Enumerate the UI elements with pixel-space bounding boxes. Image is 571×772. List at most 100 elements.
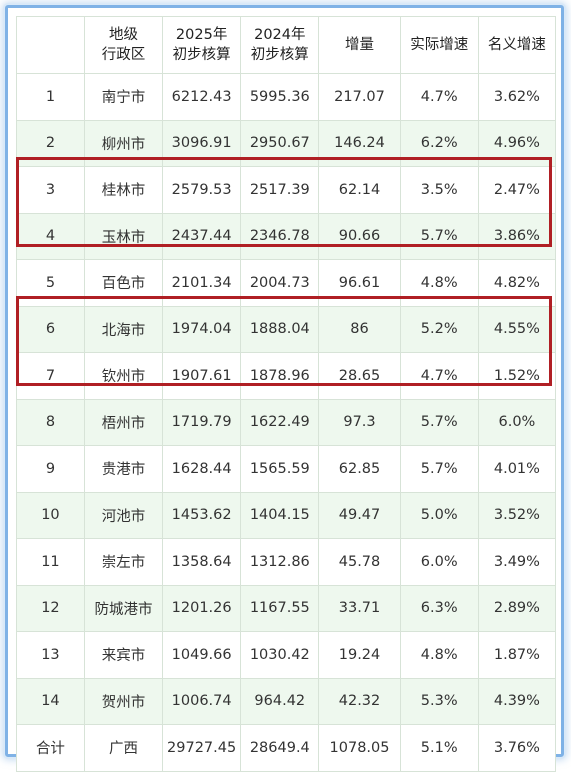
table-row: 3 桂林市 2579.53 2517.39 62.14 3.5% 2.47% — [16, 166, 557, 214]
gdp-2025-cell: 2101.34 — [162, 259, 242, 307]
rank-cell: 10 — [16, 491, 85, 539]
nominal-growth-cell: 4.96% — [477, 119, 557, 167]
gdp-2025-cell: 2437.44 — [162, 212, 242, 260]
gdp-2024-cell: 2517.39 — [240, 166, 320, 214]
gdp-2024-cell: 1878.96 — [240, 352, 320, 400]
real-growth-cell: 5.7% — [399, 445, 479, 493]
table-row: 6 北海市 1974.04 1888.04 86 5.2% 4.55% — [16, 305, 557, 353]
city-cell: 玉林市 — [83, 212, 164, 260]
gdp-2024-cell: 2346.78 — [240, 212, 320, 260]
nominal-growth-cell: 3.49% — [477, 538, 557, 586]
gdp-2025-cell: 1907.61 — [162, 352, 242, 400]
real-growth-cell: 5.7% — [399, 212, 479, 260]
gdp-2024-cell: 1622.49 — [240, 398, 320, 446]
table-row: 11 崇左市 1358.64 1312.86 45.78 6.0% 3.49% — [16, 538, 557, 586]
gdp-2024-cell: 1404.15 — [240, 491, 320, 539]
table-row: 13 来宾市 1049.66 1030.42 19.24 4.8% 1.87% — [16, 631, 557, 679]
city-cell: 贵港市 — [83, 445, 164, 493]
nominal-growth-cell: 3.62% — [477, 73, 557, 121]
nominal-growth-cell: 1.52% — [477, 352, 557, 400]
header-row: 地级 行政区 2025年 初步核算 2024年 初步核算 增量 实际增速 名义增速 — [16, 16, 557, 74]
city-cell: 钦州市 — [83, 352, 164, 400]
rank-cell: 2 — [16, 119, 85, 167]
increase-cell: 97.3 — [318, 398, 401, 446]
rank-cell: 9 — [16, 445, 85, 493]
table-row: 5 百色市 2101.34 2004.73 96.61 4.8% 4.82% — [16, 259, 557, 307]
city-cell: 河池市 — [83, 491, 164, 539]
city-cell: 百色市 — [83, 259, 164, 307]
nominal-growth-cell: 3.86% — [477, 212, 557, 260]
real-growth-cell: 4.8% — [399, 631, 479, 679]
rank-cell: 5 — [16, 259, 85, 307]
increase-cell: 42.32 — [318, 677, 401, 725]
nominal-growth-cell: 4.39% — [477, 677, 557, 725]
gdp-2024-cell: 1030.42 — [240, 631, 320, 679]
city-cell: 桂林市 — [83, 166, 164, 214]
real-growth-cell: 3.5% — [399, 166, 479, 214]
increase-cell: 28.65 — [318, 352, 401, 400]
city-cell: 广西 — [83, 724, 164, 772]
real-growth-cell: 6.3% — [399, 584, 479, 632]
increase-cell: 62.14 — [318, 166, 401, 214]
gdp-2025-cell: 1358.64 — [162, 538, 242, 586]
city-cell: 崇左市 — [83, 538, 164, 586]
gdp-2025-cell: 1628.44 — [162, 445, 242, 493]
gdp-2025-cell: 1201.26 — [162, 584, 242, 632]
gdp-2024-cell: 1167.55 — [240, 584, 320, 632]
column-header: 地级 行政区 — [83, 16, 164, 74]
gdp-2024-cell: 5995.36 — [240, 73, 320, 121]
increase-cell: 62.85 — [318, 445, 401, 493]
gdp-2025-cell: 1049.66 — [162, 631, 242, 679]
real-growth-cell: 6.0% — [399, 538, 479, 586]
gdp-2025-cell: 1719.79 — [162, 398, 242, 446]
increase-cell: 33.71 — [318, 584, 401, 632]
gdp-2025-cell: 6212.43 — [162, 73, 242, 121]
increase-cell: 217.07 — [318, 73, 401, 121]
gdp-2025-cell: 29727.45 — [162, 724, 242, 772]
gdp-table: 地级 行政区 2025年 初步核算 2024年 初步核算 增量 实际增速 名义增速 1 南宁市 62… — [16, 16, 557, 772]
column-header — [16, 16, 85, 74]
nominal-growth-cell: 4.55% — [477, 305, 557, 353]
table-body: 1 南宁市 6212.43 5995.36 217.07 4.7% 3.62% 2 柳州市 309… — [16, 73, 557, 772]
real-growth-cell: 4.7% — [399, 73, 479, 121]
table-row: 4 玉林市 2437.44 2346.78 90.66 5.7% 3.86% — [16, 212, 557, 260]
gdp-2024-cell: 964.42 — [240, 677, 320, 725]
city-cell: 南宁市 — [83, 73, 164, 121]
increase-cell: 1078.05 — [318, 724, 401, 772]
city-cell: 贺州市 — [83, 677, 164, 725]
table-row: 2 柳州市 3096.91 2950.67 146.24 6.2% 4.96% — [16, 119, 557, 167]
real-growth-cell: 6.2% — [399, 119, 479, 167]
rank-cell: 7 — [16, 352, 85, 400]
city-cell: 柳州市 — [83, 119, 164, 167]
real-growth-cell: 4.8% — [399, 259, 479, 307]
increase-cell: 146.24 — [318, 119, 401, 167]
rank-cell: 1 — [16, 73, 85, 121]
real-growth-cell: 5.7% — [399, 398, 479, 446]
increase-cell: 49.47 — [318, 491, 401, 539]
column-header: 实际增速 — [399, 16, 479, 74]
city-cell: 北海市 — [83, 305, 164, 353]
city-cell: 防城港市 — [83, 584, 164, 632]
rank-cell: 合计 — [16, 724, 85, 772]
column-header: 名义增速 — [477, 16, 557, 74]
city-cell: 来宾市 — [83, 631, 164, 679]
rank-cell: 13 — [16, 631, 85, 679]
gdp-2025-cell: 1006.74 — [162, 677, 242, 725]
rank-cell: 12 — [16, 584, 85, 632]
gdp-2025-cell: 1974.04 — [162, 305, 242, 353]
nominal-growth-cell: 3.76% — [477, 724, 557, 772]
nominal-growth-cell: 4.01% — [477, 445, 557, 493]
table-row: 7 钦州市 1907.61 1878.96 28.65 4.7% 1.52% — [16, 352, 557, 400]
increase-cell: 96.61 — [318, 259, 401, 307]
nominal-growth-cell: 6.0% — [477, 398, 557, 446]
gdp-2025-cell: 3096.91 — [162, 119, 242, 167]
rank-cell: 8 — [16, 398, 85, 446]
real-growth-cell: 5.1% — [399, 724, 479, 772]
table-row: 合计 广西 29727.45 28649.4 1078.05 5.1% 3.76% — [16, 724, 557, 772]
gdp-2025-cell: 2579.53 — [162, 166, 242, 214]
rank-cell: 3 — [16, 166, 85, 214]
column-header: 增量 — [318, 16, 401, 74]
gdp-2024-cell: 28649.4 — [240, 724, 320, 772]
table-row: 9 贵港市 1628.44 1565.59 62.85 5.7% 4.01% — [16, 445, 557, 493]
nominal-growth-cell: 2.89% — [477, 584, 557, 632]
